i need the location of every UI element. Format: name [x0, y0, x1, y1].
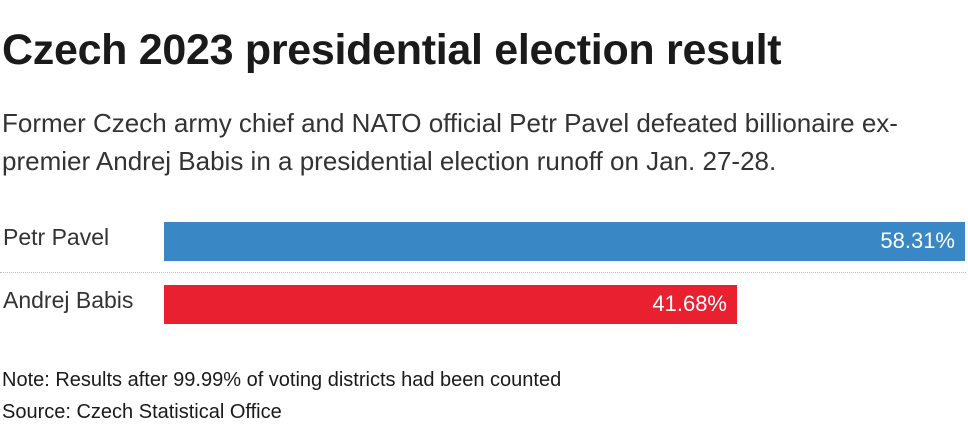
category-label-petr-pavel: Petr Pavel — [3, 224, 110, 250]
chart-source: Source: Czech Statistical Office — [2, 401, 282, 423]
row-divider — [0, 272, 966, 273]
category-label-andrej-babis: Andrej Babis — [3, 287, 134, 313]
chart-title: Czech 2023 presidential election result — [2, 26, 782, 74]
data-label-petr-pavel: 58.31% — [880, 228, 955, 253]
data-label-andrej-babis: 41.68% — [652, 291, 727, 316]
bar-row-andrej-babis: Andrej Babis 41.68% — [0, 273, 968, 335]
chart-note: Note: Results after 99.99% of voting dis… — [2, 369, 562, 391]
bar-row-petr-pavel: Petr Pavel 58.31% — [0, 210, 968, 273]
bar-chart: Petr Pavel 58.31% Andrej Babis 41.68% — [0, 210, 968, 340]
bar-petr-pavel: 58.31% — [164, 222, 965, 261]
chart-subtitle: Former Czech army chief and NATO officia… — [2, 108, 898, 176]
bar-andrej-babis: 41.68% — [164, 285, 737, 324]
